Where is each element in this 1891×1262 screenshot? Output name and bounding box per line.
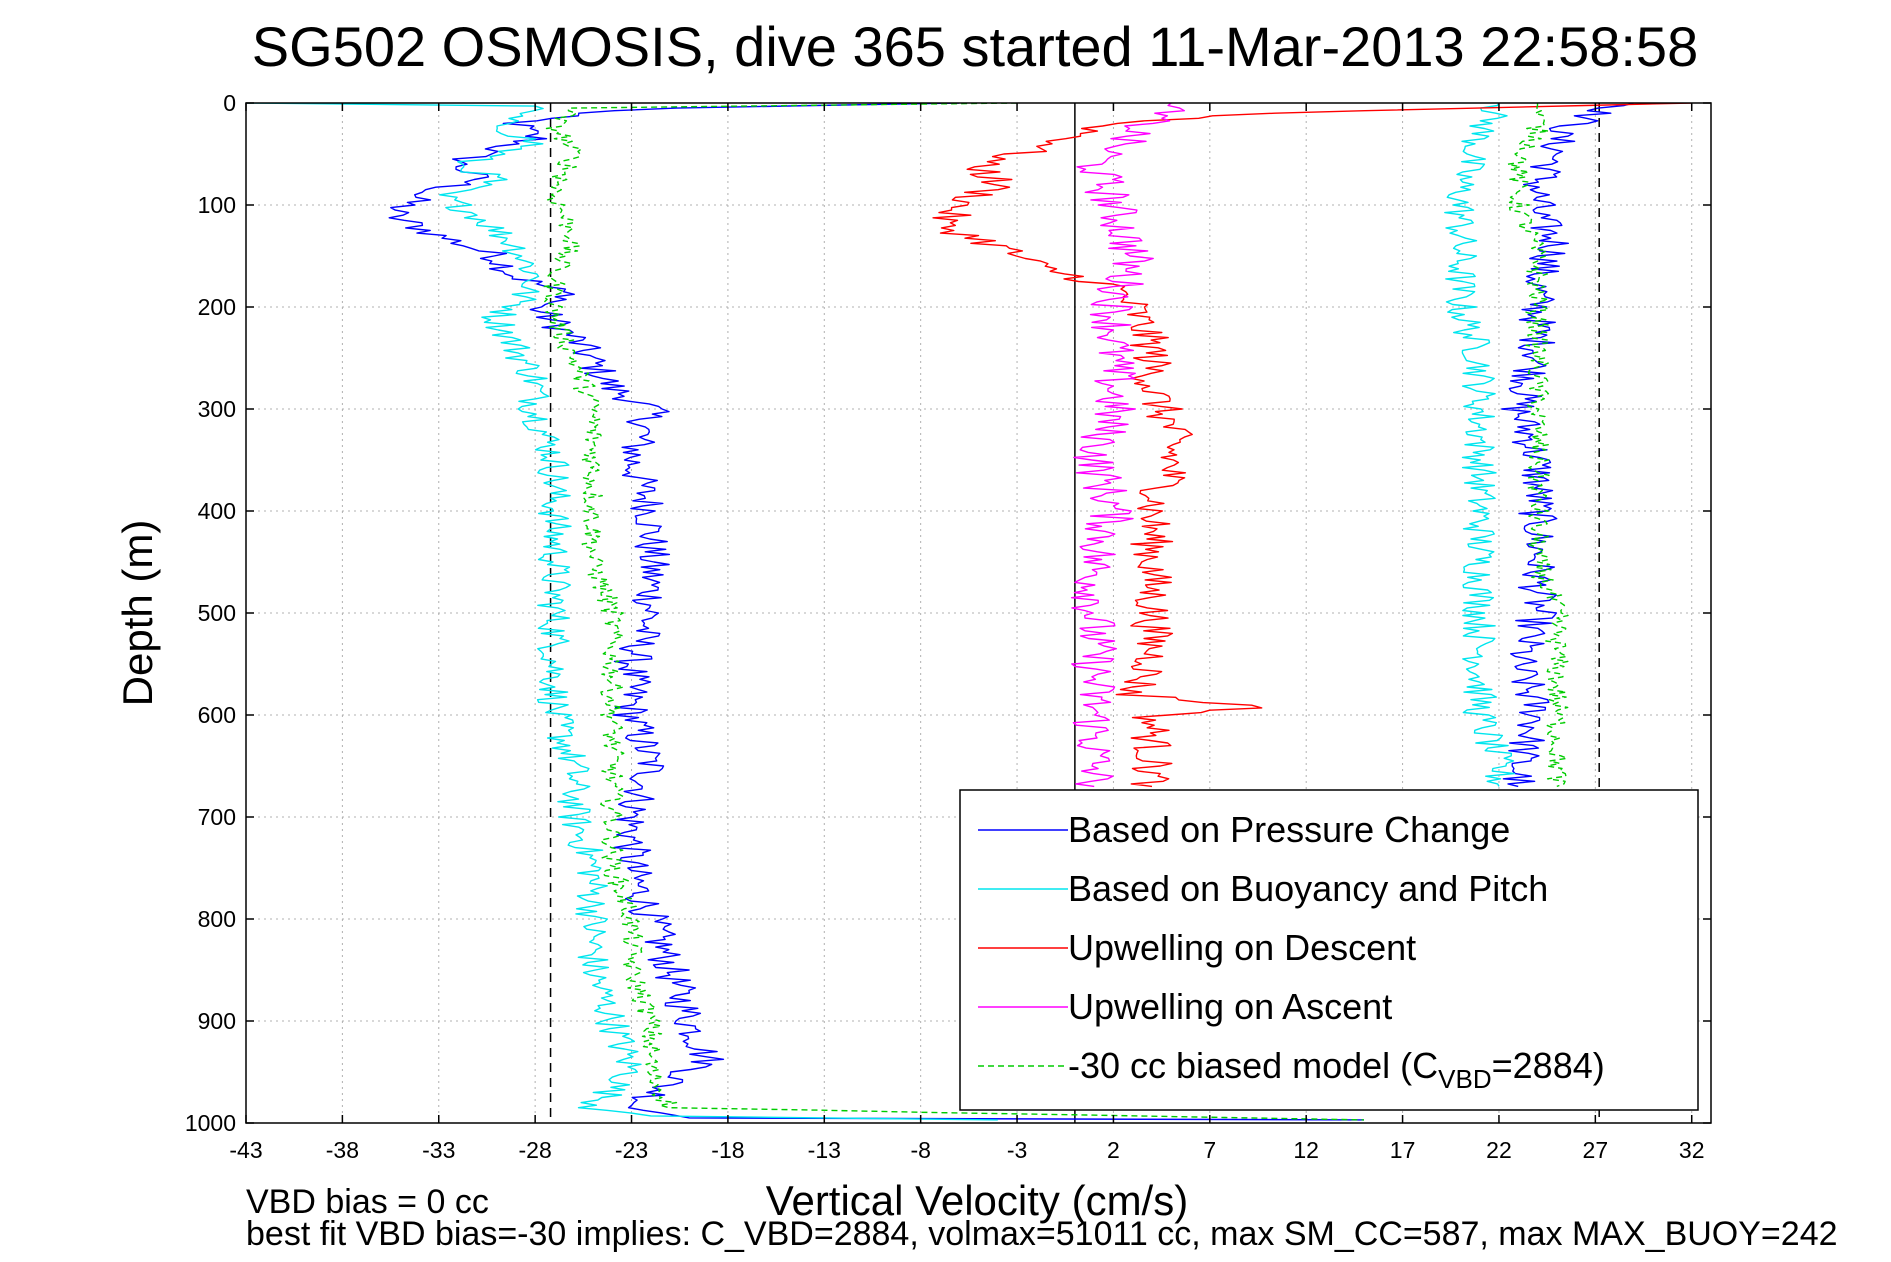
y-tick-label: 700	[198, 804, 236, 830]
x-tick-label: -28	[519, 1137, 552, 1163]
legend-label-text: Based on Pressure Change	[1068, 809, 1510, 850]
y-tick-label: 0	[223, 90, 236, 116]
series-line-5	[542, 103, 1365, 1121]
y-tick-label: 900	[198, 1008, 236, 1034]
legend-label-text: -30 cc biased model (C	[1068, 1045, 1438, 1086]
x-tick-label: -43	[229, 1137, 262, 1163]
series-line-1	[388, 103, 1365, 1121]
x-tick-label: 12	[1293, 1137, 1319, 1163]
x-tick-label: -13	[808, 1137, 841, 1163]
y-tick-label: 1000	[185, 1110, 236, 1136]
legend-label: Based on Buoyancy and Pitch	[1068, 868, 1548, 909]
legend-label-subscript: VBD	[1438, 1064, 1491, 1094]
legend-label: Upwelling on Descent	[1068, 927, 1416, 968]
x-tick-label: -33	[422, 1137, 455, 1163]
series-line-3	[932, 103, 1692, 788]
series-line-4	[1070, 103, 1186, 788]
footnote-line-1: VBD bias = 0 cc	[246, 1183, 489, 1221]
x-tick-label: 32	[1679, 1137, 1705, 1163]
y-tick-label: 600	[198, 702, 236, 728]
legend-label-text: Based on Buoyancy and Pitch	[1068, 868, 1548, 909]
x-tick-label: -18	[711, 1137, 744, 1163]
x-tick-label: -23	[615, 1137, 648, 1163]
legend-label: Upwelling on Ascent	[1068, 986, 1392, 1027]
x-tick-label: 22	[1486, 1137, 1512, 1163]
chart-title: SG502 OSMOSIS, dive 365 started 11-Mar-2…	[252, 15, 1698, 78]
legend-box	[959, 789, 1699, 1111]
y-tick-label: 800	[198, 906, 236, 932]
y-tick-label: 400	[198, 498, 236, 524]
series-line-2	[246, 103, 998, 1121]
legend-label-suffix: =2884)	[1492, 1045, 1605, 1086]
series-lines	[246, 103, 1692, 1121]
footnote-line-2: best fit VBD bias=-30 implies: C_VBD=288…	[246, 1215, 1838, 1253]
y-tick-label: 300	[198, 396, 236, 422]
axis-ticks: -43 -38 -33 -28 -23 -18 -13 -8 -3 2 7 12 17 22 27 32010…	[185, 90, 1711, 1163]
x-axis-label: Vertical Velocity (cm/s)	[766, 1177, 1188, 1224]
y-tick-label: 100	[198, 192, 236, 218]
x-tick-label: -38	[326, 1137, 359, 1163]
series-line-2	[1444, 103, 1516, 787]
legend-label-text: Upwelling on Descent	[1068, 927, 1416, 968]
x-tick-label: 27	[1583, 1137, 1609, 1163]
legend: Based on Pressure Change Based on Buoyanc…	[959, 789, 1699, 1111]
legend-label: Based on Pressure Change	[1068, 809, 1510, 850]
x-tick-label: -3	[1007, 1137, 1027, 1163]
y-tick-label: 200	[198, 294, 236, 320]
y-axis-label: Depth (m)	[114, 520, 161, 707]
series-line-5	[1506, 103, 1569, 788]
x-tick-label: 2	[1107, 1137, 1120, 1163]
x-tick-label: 7	[1203, 1137, 1216, 1163]
y-tick-label: 500	[198, 600, 236, 626]
legend-label: -30 cc biased model (CVBD=2884)	[1068, 1045, 1605, 1094]
x-tick-label: 17	[1390, 1137, 1416, 1163]
legend-label-text: Upwelling on Ascent	[1068, 986, 1392, 1027]
series-line-1	[1501, 103, 1635, 788]
x-tick-label: -8	[910, 1137, 930, 1163]
